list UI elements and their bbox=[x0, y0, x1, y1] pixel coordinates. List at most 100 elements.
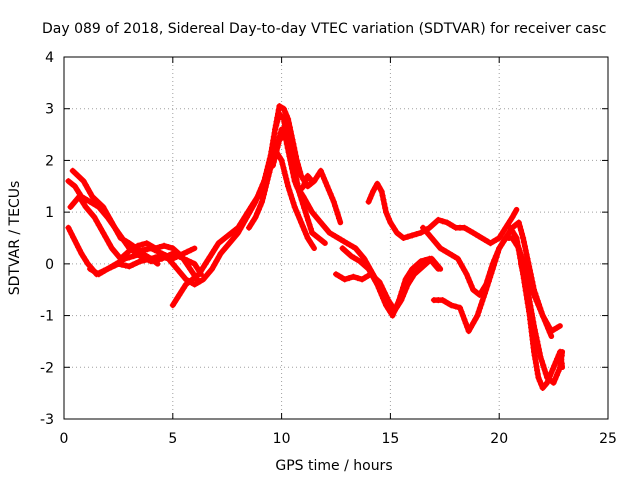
x-tick-label: 0 bbox=[60, 431, 69, 447]
data-point bbox=[200, 276, 207, 283]
data-point bbox=[211, 262, 218, 269]
data-point bbox=[282, 172, 289, 179]
data-point bbox=[209, 266, 215, 272]
data-point bbox=[361, 255, 368, 262]
data-point bbox=[144, 246, 151, 253]
data-point bbox=[198, 267, 205, 274]
data-point bbox=[519, 231, 525, 238]
data-point bbox=[519, 268, 526, 275]
data-point bbox=[383, 209, 389, 216]
data-point bbox=[480, 294, 487, 301]
data-point bbox=[333, 207, 340, 214]
tick-labels: 0 5 10 15 20 25 -3 -2 -1 0 1 2 3 4 bbox=[40, 50, 617, 447]
data-series bbox=[65, 103, 566, 391]
data-point bbox=[304, 235, 311, 241]
data-point bbox=[187, 247, 194, 254]
data-point bbox=[400, 284, 406, 291]
data-point bbox=[552, 375, 559, 382]
data-point bbox=[532, 294, 539, 301]
data-point bbox=[385, 216, 392, 222]
data-point bbox=[533, 334, 540, 341]
data-point bbox=[299, 223, 306, 230]
data-point bbox=[543, 321, 550, 328]
data-point bbox=[546, 329, 553, 336]
data-point bbox=[413, 231, 420, 238]
data-point bbox=[156, 244, 163, 251]
data-point bbox=[286, 124, 293, 131]
data-point bbox=[541, 366, 548, 373]
data-point bbox=[374, 180, 381, 187]
data-point bbox=[278, 157, 285, 164]
data-point bbox=[257, 202, 264, 209]
data-point bbox=[215, 240, 222, 247]
data-point bbox=[255, 206, 262, 213]
data-point bbox=[252, 197, 259, 204]
data-point bbox=[165, 255, 172, 262]
data-point bbox=[521, 275, 528, 282]
data-point bbox=[289, 195, 295, 202]
data-point bbox=[298, 219, 305, 226]
data-point bbox=[317, 167, 324, 174]
data-point bbox=[324, 183, 331, 190]
series-sat-n bbox=[430, 235, 555, 340]
data-point bbox=[174, 266, 181, 272]
data-point bbox=[292, 172, 299, 179]
data-point bbox=[537, 353, 544, 360]
data-point bbox=[494, 249, 501, 256]
data-point bbox=[309, 209, 316, 216]
data-point bbox=[259, 195, 266, 202]
data-point bbox=[518, 264, 525, 271]
data-point bbox=[211, 247, 218, 254]
data-point bbox=[186, 279, 193, 285]
data-point bbox=[535, 302, 542, 309]
data-point bbox=[530, 290, 537, 297]
data-point bbox=[313, 174, 320, 181]
data-point bbox=[518, 260, 524, 267]
data-point bbox=[523, 251, 530, 258]
data-point bbox=[518, 227, 524, 234]
plot-frame bbox=[63, 56, 609, 420]
data-point bbox=[151, 247, 158, 254]
data-point bbox=[489, 266, 496, 272]
data-point bbox=[165, 244, 172, 251]
data-point bbox=[288, 132, 295, 139]
y-tick-label: -2 bbox=[40, 360, 54, 376]
data-point bbox=[122, 262, 129, 269]
x-tick-label: 10 bbox=[273, 431, 291, 447]
data-point bbox=[514, 239, 521, 245]
data-point bbox=[401, 280, 408, 287]
x-axis-title: GPS time / hours bbox=[275, 458, 392, 474]
data-point bbox=[307, 225, 314, 232]
data-point bbox=[126, 263, 133, 270]
data-point bbox=[281, 168, 288, 175]
data-point bbox=[220, 247, 227, 254]
data-point bbox=[492, 257, 499, 264]
series-sat-e bbox=[87, 110, 394, 308]
data-point bbox=[391, 308, 398, 315]
data-point bbox=[555, 368, 562, 375]
data-point bbox=[306, 221, 313, 228]
data-point bbox=[70, 200, 77, 207]
data-point bbox=[246, 207, 252, 214]
data-point bbox=[82, 257, 89, 264]
data-point bbox=[306, 175, 313, 182]
data-point bbox=[468, 282, 475, 289]
data-point bbox=[108, 219, 115, 226]
data-point bbox=[375, 285, 382, 291]
data-point bbox=[475, 308, 482, 315]
series-sat-i bbox=[246, 147, 317, 252]
data-point bbox=[276, 154, 283, 160]
data-point bbox=[74, 186, 81, 193]
data-point bbox=[525, 259, 532, 266]
data-point bbox=[189, 269, 196, 276]
data-point bbox=[76, 247, 83, 254]
data-point bbox=[384, 212, 391, 219]
data-point bbox=[225, 232, 232, 239]
data-point bbox=[318, 237, 325, 244]
data-point bbox=[452, 303, 459, 310]
data-point bbox=[428, 235, 435, 241]
data-point bbox=[394, 300, 401, 307]
data-point bbox=[243, 210, 250, 217]
data-point bbox=[95, 222, 102, 229]
